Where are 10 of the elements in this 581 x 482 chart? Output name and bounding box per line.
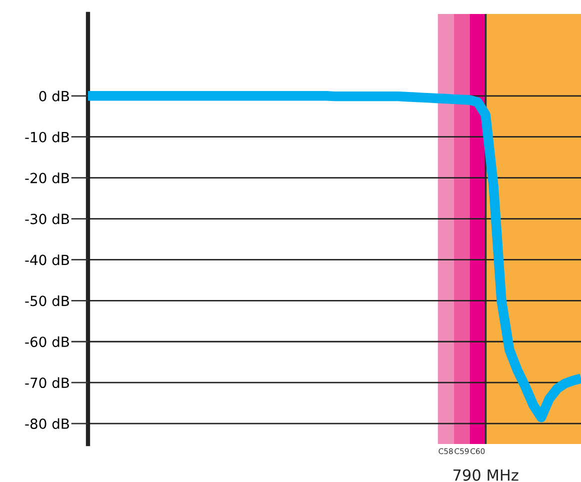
- y-tick-label: 0 dB: [39, 90, 69, 102]
- y-tick-label: -30 dB: [25, 213, 69, 224]
- y-tick-label: -20 dB: [25, 172, 69, 184]
- x-tick-label: 790 MHz: [453, 469, 518, 481]
- y-tick-label: -60 dB: [25, 336, 69, 348]
- y-tick-label: -40 dB: [25, 254, 69, 266]
- y-tick-label: -50 dB: [25, 295, 69, 306]
- y-tick-label: -10 dB: [25, 132, 69, 142]
- y-tick-label: -70 dB: [25, 377, 69, 388]
- y-tick-label: -80 dB: [25, 418, 69, 429]
